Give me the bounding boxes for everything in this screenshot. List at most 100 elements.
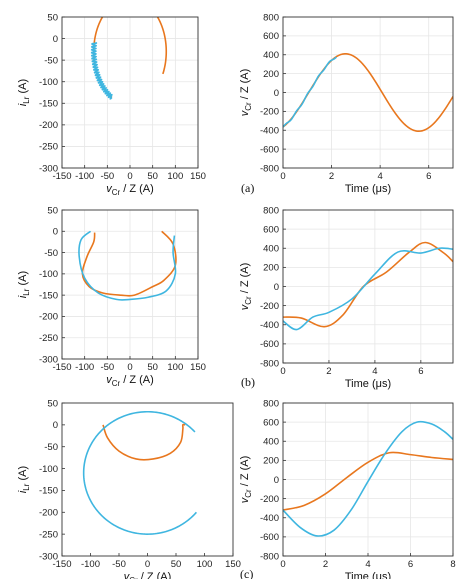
- x-tick-label: 6: [418, 366, 423, 377]
- y-tick-label: -100: [39, 464, 58, 475]
- series-line-cyan: [283, 420, 453, 537]
- y-tick-label: 400: [263, 437, 279, 448]
- x-axis-label: vCr / Z (A): [124, 571, 172, 579]
- y-tick-label: 600: [263, 224, 279, 235]
- x-tick-label: 2: [329, 171, 334, 182]
- y-tick-label: -200: [39, 508, 58, 519]
- series-line-cyan: [82, 410, 197, 535]
- y-tick-label: 0: [53, 227, 58, 238]
- x-axis-label: Time (μs): [345, 571, 391, 579]
- x-tick-label: -50: [100, 171, 114, 182]
- x-tick-label: 0: [280, 171, 285, 182]
- y-axis-label: vCr / Z (A): [239, 263, 253, 311]
- y-tick-label: 0: [53, 34, 58, 45]
- x-tick-label: 100: [167, 362, 183, 373]
- series-line-cyan: [283, 247, 453, 331]
- x-tick-label: -100: [75, 362, 94, 373]
- y-tick-label: 800: [263, 398, 279, 409]
- y-tick-label: -200: [39, 312, 58, 323]
- y-tick-label: -50: [44, 248, 58, 259]
- x-tick-label: 2: [323, 559, 328, 570]
- series-line-cyan: [90, 41, 113, 100]
- x-tick-label: 0: [127, 362, 132, 373]
- x-tick-label: 50: [147, 171, 158, 182]
- chart-panel-1: -150 -100 -50 0 50 100 150 -300 -250 -200 -150 -100…: [17, 12, 254, 197]
- series-group: [283, 420, 453, 537]
- y-tick-label: 400: [263, 50, 279, 61]
- chart-panel-3: -150 -100 -50 0 50 100 150 -300 -250 -200 -150 -100…: [17, 205, 255, 389]
- y-tick-label: 200: [263, 263, 279, 274]
- y-tick-label: -150: [39, 99, 58, 110]
- y-tick-label: -250: [39, 333, 58, 344]
- x-tick-label: -50: [112, 559, 126, 570]
- y-tick-label: -200: [260, 301, 279, 312]
- series-group: [90, 17, 168, 100]
- x-tick-label: 4: [365, 559, 370, 570]
- x-tick-label: 0: [280, 559, 285, 570]
- x-tick-label: 50: [147, 362, 158, 373]
- y-tick-label: 50: [47, 398, 58, 409]
- x-tick-label: 8: [450, 559, 455, 570]
- x-tick-label: 6: [426, 171, 431, 182]
- x-tick-label: 4: [372, 366, 377, 377]
- y-tick-label: -400: [260, 513, 279, 524]
- y-tick-label: 200: [263, 456, 279, 467]
- x-tick-label: 150: [225, 559, 241, 570]
- x-tick-label: 100: [197, 559, 213, 570]
- x-axis-label: Time (μs): [345, 378, 391, 390]
- x-tick-label: 100: [167, 171, 183, 182]
- series-group: [283, 53, 453, 132]
- x-tick-label: -50: [100, 362, 114, 373]
- y-tick-label: -50: [44, 442, 58, 453]
- y-tick-label: -200: [39, 120, 58, 131]
- series-group: [283, 241, 453, 331]
- y-tick-label: -100: [39, 269, 58, 280]
- chart-panel-2: 0 2 4 6 -800 -600 -400 -200 0 200 400 600 800 Time (μ…: [239, 12, 454, 195]
- y-tick-label: 200: [263, 69, 279, 80]
- x-tick-label: 0: [127, 171, 132, 182]
- y-tick-label: -300: [39, 551, 58, 562]
- series-line-orange: [283, 241, 453, 328]
- panel-label: (a): [241, 181, 254, 195]
- y-tick-label: -50: [44, 55, 58, 66]
- y-tick-label: -400: [260, 320, 279, 331]
- y-tick-label: 0: [274, 88, 279, 99]
- series-line-cyan: [78, 230, 177, 301]
- y-axis-label: vCr / Z (A): [239, 456, 253, 504]
- y-tick-label: -800: [260, 551, 279, 562]
- y-tick-label: 0: [274, 282, 279, 293]
- y-tick-label: -150: [39, 486, 58, 497]
- y-tick-label: -200: [260, 494, 279, 505]
- y-axis-label: iLr (A): [17, 79, 31, 106]
- panel-label: (c): [240, 567, 253, 579]
- chart-panel-6: 0 2 4 6 8 -800 -600 -400 -200 0 200 400 600 800 Time (…: [239, 398, 456, 579]
- y-tick-label: -200: [260, 107, 279, 118]
- series-line-orange: [102, 423, 186, 461]
- x-tick-label: 4: [377, 171, 382, 182]
- y-tick-label: -100: [39, 77, 58, 88]
- x-axis-label: vCr / Z (A): [106, 183, 154, 197]
- series-group: [78, 230, 177, 301]
- plot-area: [62, 403, 233, 556]
- x-tick-label: 150: [190, 362, 206, 373]
- y-tick-label: -250: [39, 529, 58, 540]
- y-axis-label: vCr / Z (A): [239, 69, 253, 117]
- x-tick-label: 2: [326, 366, 331, 377]
- y-tick-label: -800: [260, 163, 279, 174]
- series-line-cyan: [283, 56, 337, 128]
- x-tick-label: -100: [81, 559, 100, 570]
- x-tick-label: 150: [190, 171, 206, 182]
- y-tick-label: -300: [39, 163, 58, 174]
- chart-panel-5: -150 -100 -50 0 50 100 150 -300 -250 -200 -150 -100…: [17, 398, 253, 579]
- y-tick-label: -400: [260, 126, 279, 137]
- y-tick-label: 50: [47, 12, 58, 23]
- x-tick-label: 50: [171, 559, 182, 570]
- x-axis-label: Time (μs): [345, 183, 391, 195]
- x-tick-label: 0: [145, 559, 150, 570]
- y-tick-label: 0: [274, 475, 279, 486]
- y-tick-label: -800: [260, 358, 279, 369]
- y-axis-label: iLr (A): [17, 271, 31, 298]
- x-tick-label: -150: [52, 171, 71, 182]
- y-tick-label: -600: [260, 339, 279, 350]
